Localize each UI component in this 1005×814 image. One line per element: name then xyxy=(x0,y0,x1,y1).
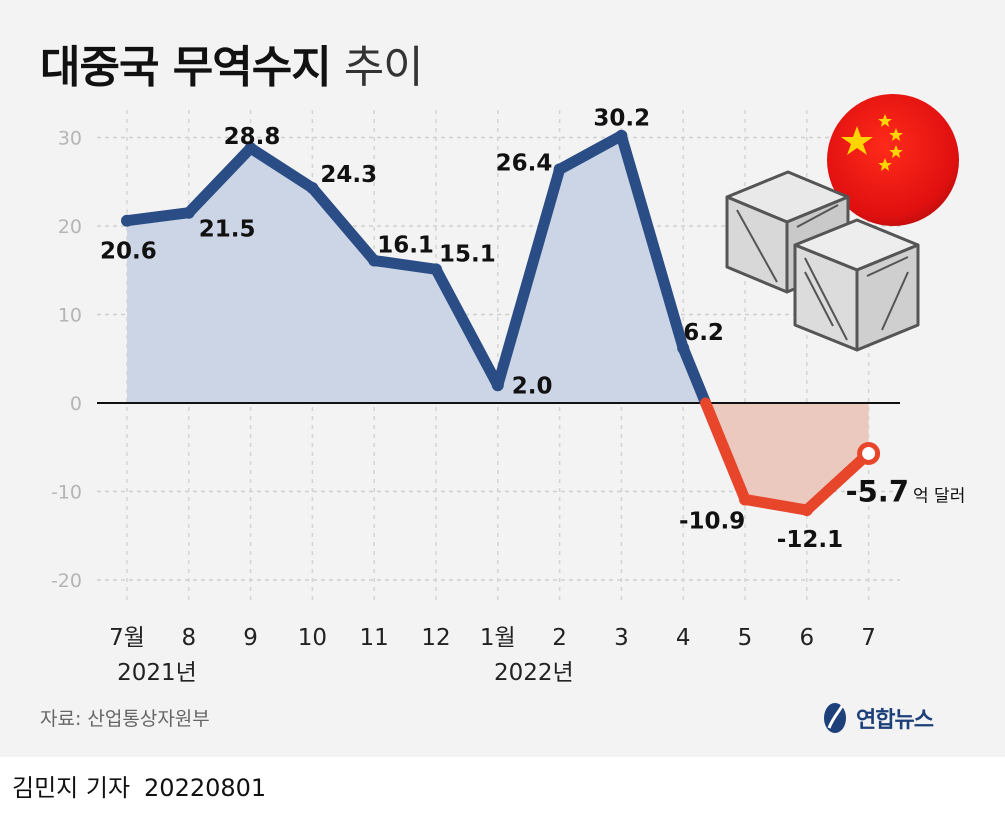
data-label: 16.1 xyxy=(377,233,434,259)
x-tick-label: 8 xyxy=(181,625,196,651)
data-point xyxy=(615,129,628,142)
data-label: -10.9 xyxy=(679,508,745,534)
negative-area xyxy=(705,403,869,511)
data-point xyxy=(430,263,442,276)
data-point xyxy=(306,181,319,194)
yonhap-logo-icon xyxy=(824,703,846,733)
unit-label: 억 달러 xyxy=(913,486,965,506)
data-label: 24.3 xyxy=(320,162,377,188)
data-point xyxy=(182,206,195,219)
title-light: 추이 xyxy=(343,42,424,93)
y-tick-label: 20 xyxy=(58,216,82,238)
x-tick-label: 2 xyxy=(552,625,567,651)
chart-points xyxy=(121,129,881,517)
y-axis-ticks: 30 20 10 0 -10 -20 xyxy=(51,128,82,593)
data-label: 30.2 xyxy=(593,106,650,132)
data-label: 28.8 xyxy=(224,124,281,150)
yonhap-logo: 연합뉴스 xyxy=(820,700,934,736)
x-tick-label: 7월 xyxy=(109,625,145,651)
x-tick-label: 5 xyxy=(738,625,753,651)
title-bold: 대중국 무역수지 xyxy=(40,42,332,93)
credit-line: 김민지 기자 20220801 xyxy=(12,768,266,803)
cargo-crate-icon xyxy=(725,170,920,352)
data-point xyxy=(121,214,133,227)
data-label: -12.1 xyxy=(777,527,843,553)
series-line-negative xyxy=(700,397,875,516)
infographic-card: 대중국 무역수지 추이 20.6 21.5 28.8 24.3 16.1 15.1 2.0 2… xyxy=(0,0,1005,757)
data-label: 6.2 xyxy=(683,320,724,346)
x-axis-ticks: 7월 8 9 10 11 12 1월 2 3 4 5 6 7 2021년 2022년 xyxy=(109,625,876,686)
latest-value: -5.7 xyxy=(846,474,909,508)
x-tick-label: 3 xyxy=(614,625,629,651)
reporter-name: 김민지 기자 xyxy=(12,774,131,802)
x-tick-label: 10 xyxy=(298,625,327,651)
y-tick-label: 10 xyxy=(58,305,82,327)
y-tick-label: 30 xyxy=(58,128,82,150)
data-point-latest xyxy=(857,441,881,465)
data-point xyxy=(491,379,504,392)
data-point xyxy=(739,493,751,506)
x-tick-label: 4 xyxy=(676,625,691,651)
chart-data-labels: 20.6 21.5 28.8 24.3 16.1 15.1 2.0 26.4 30.2 6.2 -1… xyxy=(100,106,965,553)
x-tick-label: 1월 xyxy=(480,625,516,651)
x-tick-label: 7 xyxy=(861,625,876,651)
source-note: 자료: 산업통상자원부 xyxy=(40,708,210,730)
year-label: 2022년 xyxy=(494,660,574,686)
y-tick-label: -10 xyxy=(51,482,82,504)
y-tick-label: 0 xyxy=(70,393,82,415)
data-point xyxy=(368,254,381,267)
trade-balance-chart: 20.6 21.5 28.8 24.3 16.1 15.1 2.0 26.4 30.2 6.2 -1… xyxy=(51,94,965,686)
x-tick-label: 11 xyxy=(360,625,389,651)
logo-text: 연합뉴스 xyxy=(856,708,934,733)
data-label: 21.5 xyxy=(199,217,256,243)
publish-date: 20220801 xyxy=(144,774,267,802)
x-tick-label: 9 xyxy=(243,625,258,651)
data-point xyxy=(677,342,690,355)
x-tick-label: 12 xyxy=(421,625,450,651)
data-label: 15.1 xyxy=(439,241,496,267)
data-label: 20.6 xyxy=(100,239,157,265)
data-point xyxy=(553,163,566,176)
data-point xyxy=(244,142,257,155)
page-title: 대중국 무역수지 추이 xyxy=(40,38,424,98)
y-tick-label: -20 xyxy=(51,570,82,592)
data-label: 2.0 xyxy=(512,373,553,399)
data-label-latest: -5.7 억 달러 xyxy=(846,474,966,508)
data-label: 26.4 xyxy=(496,150,553,176)
x-tick-label: 6 xyxy=(799,625,814,651)
china-flag-icon xyxy=(827,94,959,226)
data-point xyxy=(800,504,813,517)
year-label: 2021년 xyxy=(117,660,197,686)
